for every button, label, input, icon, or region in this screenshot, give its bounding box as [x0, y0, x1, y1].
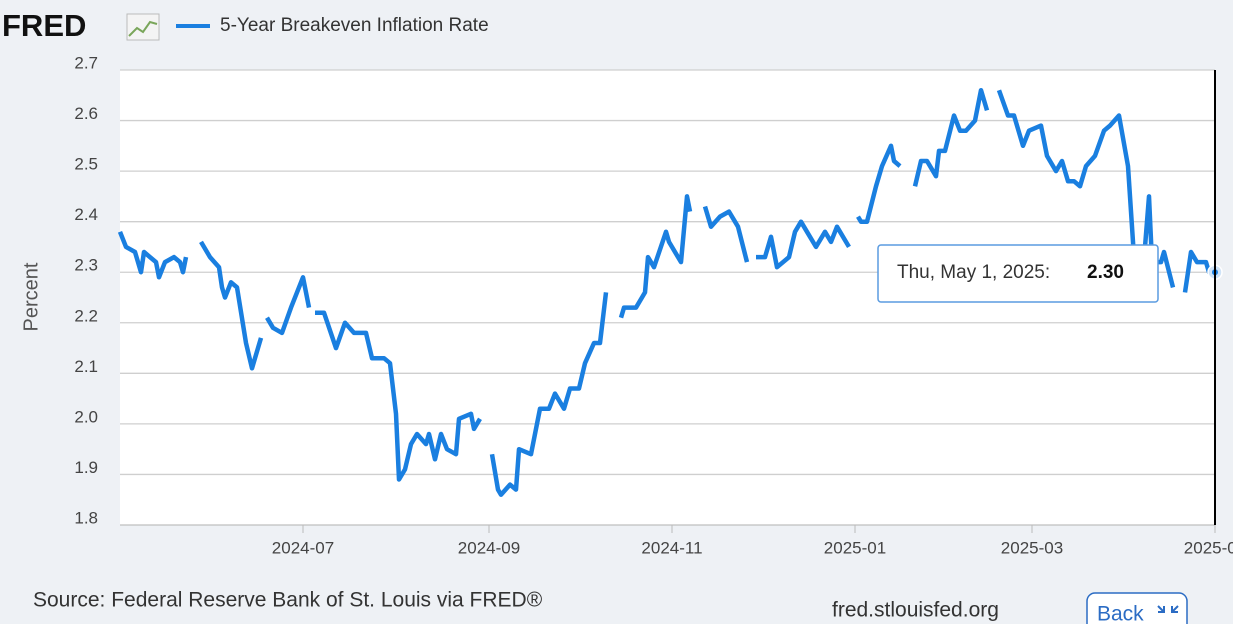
x-tick-label: 2025-01 [824, 538, 886, 557]
y-tick-label: 2.1 [74, 357, 98, 376]
y-tick-label: 2.2 [74, 306, 98, 325]
logo-icon [126, 13, 160, 41]
tooltip-box [877, 244, 1159, 303]
tooltip: Thu, May 1, 2025: 2.30 [877, 244, 1159, 303]
series-line [117, 87, 1215, 497]
y-tick-label: 1.9 [74, 458, 98, 477]
y-tick-label: 1.8 [74, 508, 98, 527]
x-tick-label: 2025-05 [1184, 538, 1233, 557]
y-tick-label: 2.0 [74, 407, 98, 426]
tooltip-date: Thu, May 1, 2025: [897, 262, 1050, 283]
y-axis-label: Percent [20, 262, 42, 331]
site: fred.stlouisfed.org [832, 599, 999, 622]
y-tick-label: 2.4 [74, 205, 98, 224]
x-tick-label: 2024-07 [272, 538, 334, 557]
y-tick-label: 2.5 [74, 155, 98, 174]
logo: FRED [2, 8, 86, 43]
tooltip-value: 2.30 [1087, 262, 1124, 283]
legend-label: 5-Year Breakeven Inflation Rate [220, 15, 489, 36]
y-tick-label: 2.6 [74, 104, 98, 123]
source: Source: Federal Reserve Bank of St. Loui… [33, 589, 543, 612]
x-tick-label: 2024-11 [641, 538, 702, 557]
y-tick-label: 2.3 [74, 256, 98, 275]
x-tick-label: 2024-09 [458, 538, 520, 557]
back-button[interactable]: Back [1086, 592, 1188, 624]
y-tick-label: 2.7 [74, 53, 98, 72]
back-label[interactable]: Back [1097, 603, 1144, 624]
x-tick-label: 2025-03 [1001, 538, 1063, 557]
